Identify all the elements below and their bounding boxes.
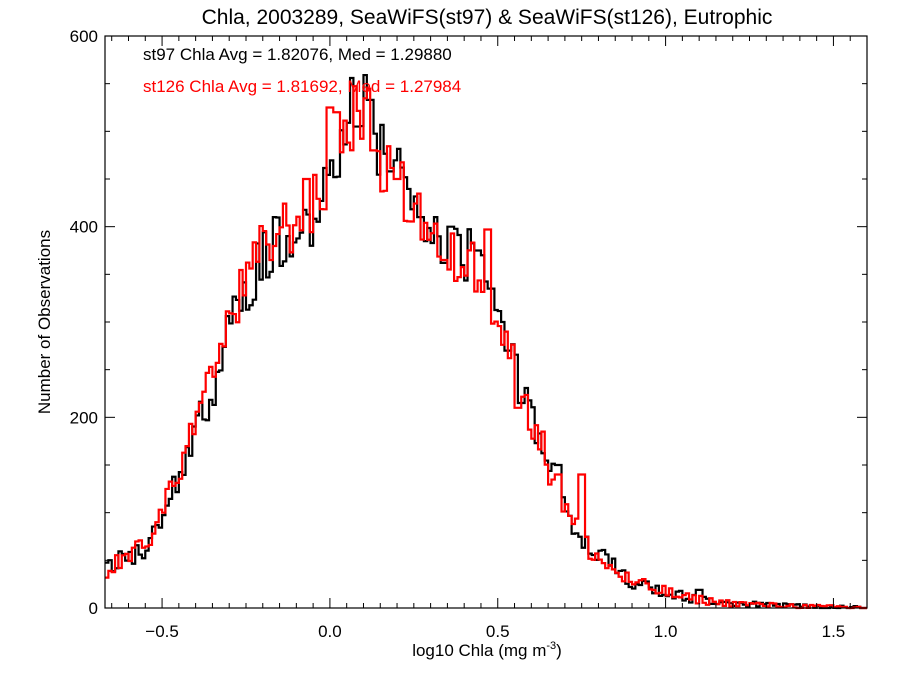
- y-tick-label: 600: [70, 27, 98, 46]
- y-tick-label: 0: [89, 599, 98, 618]
- ticks-layer: [105, 35, 868, 609]
- y-tick-label: 200: [70, 408, 98, 427]
- series-layer: [105, 73, 867, 610]
- x-tick-label: 0.5: [486, 622, 510, 641]
- y-tick-label: 400: [70, 218, 98, 237]
- series-st126-line: [105, 85, 867, 610]
- x-tick-label: −0.5: [145, 622, 179, 641]
- y-axis-label: Number of Observations: [35, 230, 54, 414]
- x-tick-label: 1.0: [654, 622, 678, 641]
- x-axis-label-sup: -3: [546, 640, 556, 652]
- x-tick-label: 0.0: [318, 622, 342, 641]
- plot-frame: [104, 35, 868, 609]
- x-axis-label: log10 Chla (mg m-3): [412, 640, 562, 660]
- x-tick-label: 1.5: [822, 622, 846, 641]
- x-axis-label-suffix: ): [556, 641, 562, 660]
- x-axis-label-main: log10 Chla (mg m: [412, 641, 546, 660]
- annotation-st97: st97 Chla Avg = 1.82076, Med = 1.29880: [143, 45, 452, 64]
- tick-labels-layer: −0.5 0.0 0.5 1.0 1.5 0 200 400 600: [70, 27, 846, 641]
- annotation-st126: st126 Chla Avg = 1.81692, Med = 1.27984: [143, 77, 461, 96]
- chart-title: Chla, 2003289, SeaWiFS(st97) & SeaWiFS(s…: [202, 6, 773, 29]
- series-st97-line: [105, 73, 867, 610]
